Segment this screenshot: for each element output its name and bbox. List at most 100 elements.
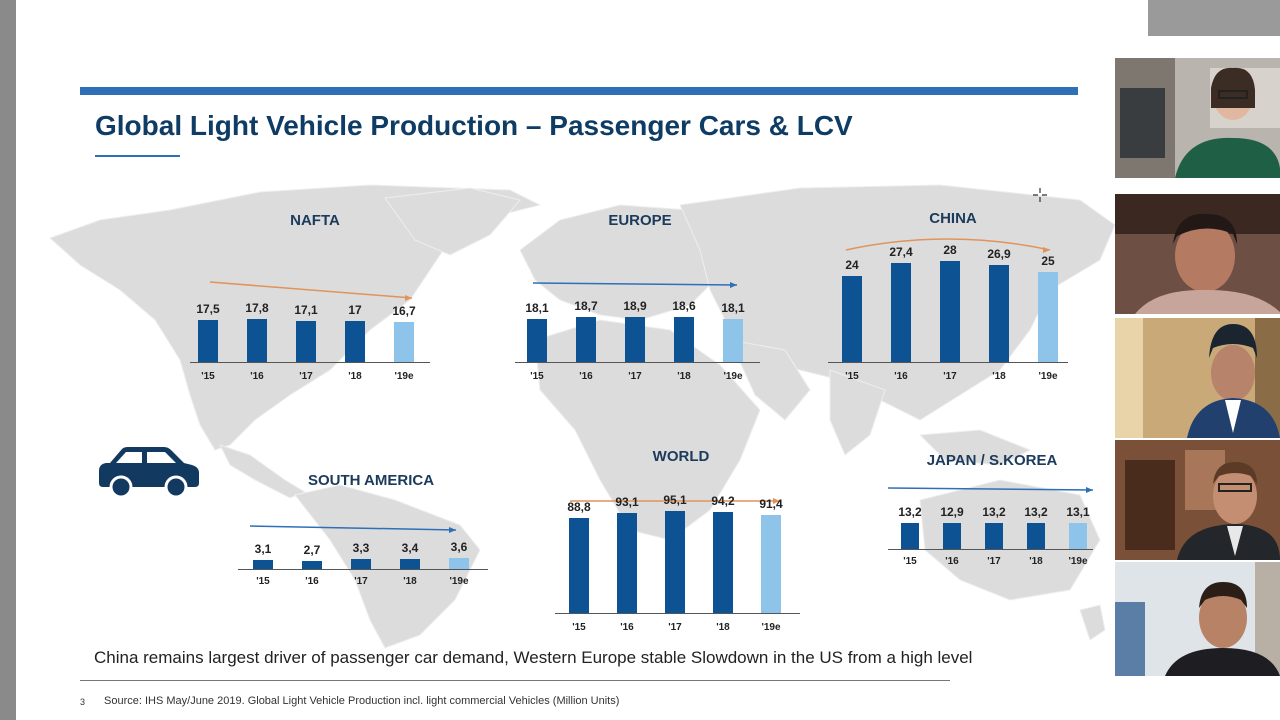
data-label: 13,2	[898, 505, 922, 519]
bar	[842, 276, 862, 362]
participant-video-1[interactable]	[1115, 58, 1280, 178]
crosshair-cursor-icon	[1033, 188, 1047, 202]
tick-label: '17	[668, 622, 682, 633]
tick-label: '19e	[394, 371, 414, 382]
chart-title: EUROPE	[608, 212, 672, 229]
bar	[247, 319, 267, 362]
data-label: 17	[348, 303, 362, 317]
tick-label: '15	[256, 576, 270, 587]
bar	[723, 319, 743, 362]
participant-video-2[interactable]	[1115, 194, 1280, 314]
tick-label: '17	[299, 371, 313, 382]
data-label: 17,8	[245, 301, 269, 315]
bar	[761, 515, 781, 613]
bar	[351, 559, 371, 569]
chart-china: CHINA 24 '15 27,4 '16 28 '17 26,9 '18 25 '19e	[828, 210, 1078, 390]
participants-panel	[1115, 56, 1280, 676]
bar	[345, 321, 365, 362]
bar	[576, 317, 596, 362]
slide-title: Global Light Vehicle Production – Passen…	[95, 110, 853, 141]
trend-arrow	[887, 487, 1094, 493]
window-left-frame	[0, 0, 16, 720]
data-label: 2,7	[303, 543, 321, 557]
data-label: 18,7	[574, 299, 598, 313]
data-label: 18,1	[721, 301, 745, 315]
data-label: 18,1	[525, 301, 549, 315]
data-label: 3,3	[352, 541, 370, 555]
chart-baseline	[238, 569, 488, 570]
chart-world: WORLD 88,8 '15 93,1 '16 95,1 '17 94,2 '18 91,4 '1…	[555, 446, 805, 646]
bar	[713, 512, 733, 613]
trend-arrow	[209, 281, 413, 301]
tick-label: '18	[1029, 556, 1043, 567]
tick-label: '18	[403, 576, 417, 587]
data-label: 3,1	[254, 542, 272, 556]
tick-label: '18	[677, 371, 691, 382]
bar	[569, 518, 589, 613]
data-label: 18,6	[672, 299, 696, 313]
chart-baseline	[515, 362, 760, 363]
chart-japan-skorea: JAPAN / S.KOREA 13,2 '15 12,9 '16 13,2 '17 13,…	[887, 450, 1098, 580]
bar	[989, 265, 1009, 362]
bar	[394, 322, 414, 362]
data-label: 25	[1041, 254, 1055, 268]
data-label: 91,4	[759, 497, 783, 511]
bar	[302, 561, 322, 569]
tick-label: '15	[530, 371, 544, 382]
bar	[985, 523, 1003, 549]
bar	[198, 320, 218, 362]
tick-label: '15	[572, 622, 586, 633]
chart-title: NAFTA	[290, 212, 340, 229]
bar	[449, 558, 469, 569]
chart-europe: EUROPE 18,1 '15 18,7 '16 18,9 '17 18,6 '18 18,1 '…	[515, 210, 765, 390]
chart-baseline	[828, 362, 1068, 363]
tick-label: '17	[943, 371, 957, 382]
data-label: 3,6	[450, 540, 468, 554]
tick-label: '19e	[761, 622, 781, 633]
data-label: 28	[943, 243, 957, 257]
tick-label: '16	[945, 556, 959, 567]
data-label: 12,9	[940, 505, 964, 519]
tick-label: '17	[628, 371, 642, 382]
participant-video-5[interactable]	[1115, 562, 1280, 676]
bar	[527, 319, 547, 362]
tick-label: '19e	[1038, 371, 1058, 382]
chart-south-america: SOUTH AMERICA 3,1 '15 2,7 '16 3,3 '17 3,4 '18 3,…	[238, 470, 488, 600]
trend-arrow	[532, 282, 738, 288]
chart-title: WORLD	[652, 448, 710, 465]
tick-label: '15	[903, 556, 917, 567]
tick-label: '19e	[723, 371, 743, 382]
chart-title: JAPAN / S.KOREA	[926, 452, 1058, 469]
data-label: 27,4	[889, 245, 913, 259]
source-note: Source: IHS May/June 2019. Global Light …	[104, 695, 620, 707]
tick-label: '18	[348, 371, 362, 382]
trend-arrow	[249, 525, 457, 533]
participant-video-4[interactable]	[1115, 440, 1280, 560]
data-label: 17,1	[294, 303, 318, 317]
data-label: 88,8	[567, 500, 591, 514]
tick-label: '19e	[1068, 556, 1088, 567]
video-panel-header	[1148, 0, 1280, 36]
chart-title: SOUTH AMERICA	[307, 472, 435, 489]
chart-baseline	[190, 362, 430, 363]
participant-video-3[interactable]	[1115, 318, 1280, 438]
tick-label: '17	[354, 576, 368, 587]
tick-label: '16	[620, 622, 634, 633]
data-label: 93,1	[615, 495, 639, 509]
tick-label: '15	[201, 371, 215, 382]
bar	[1027, 523, 1045, 549]
car-icon	[99, 447, 199, 499]
data-label: 18,9	[623, 299, 647, 313]
tick-label: '17	[987, 556, 1001, 567]
tick-label: '16	[250, 371, 264, 382]
data-label: 13,2	[982, 505, 1006, 519]
tick-label: '18	[992, 371, 1006, 382]
bar	[1038, 272, 1058, 362]
footer-rule	[80, 680, 950, 681]
bar	[296, 321, 316, 362]
bar	[674, 317, 694, 362]
bar	[901, 523, 919, 549]
bar	[617, 513, 637, 613]
tick-label: '19e	[449, 576, 469, 587]
page-number: 3	[80, 697, 86, 707]
